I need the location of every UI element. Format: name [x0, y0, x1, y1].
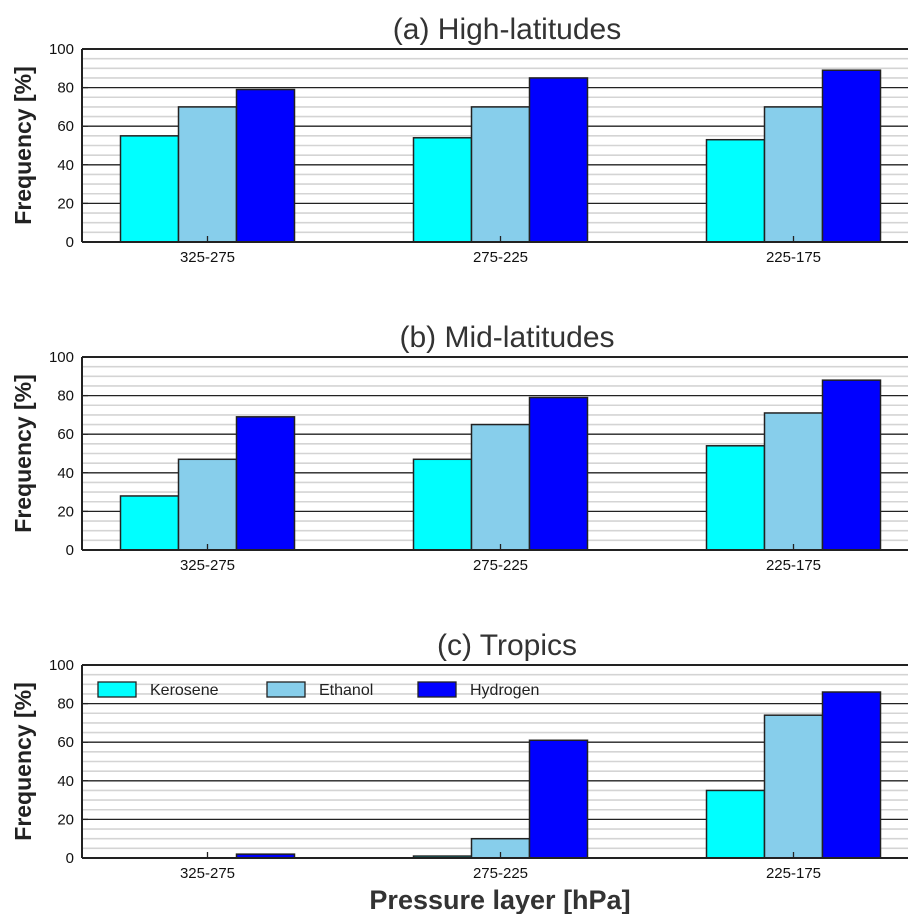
bar-hydrogen-225-175	[821, 69, 882, 243]
y-tick-label: 100	[49, 41, 74, 58]
x-tick-label: 275-225	[473, 865, 528, 882]
y-tick-label: 100	[49, 657, 74, 674]
bar-kerosene-325-275	[119, 495, 180, 551]
bar-hydrogen-275-225	[528, 77, 589, 243]
legend-label-ethanol: Ethanol	[319, 682, 373, 699]
legend-swatch-kerosene	[97, 681, 137, 698]
chart-title: (a) High-latitudes	[393, 13, 621, 46]
bar-ethanol-325-275	[177, 458, 238, 551]
bar-kerosene-275-225	[412, 458, 473, 551]
chart-panel-1: 0 20 40 60 80 100 325-275 275-225 225-175 (a) Hig…	[10, 13, 908, 266]
x-tick-label: 325-275	[180, 249, 235, 266]
chart-title: (b) Mid-latitudes	[399, 321, 614, 354]
bar-ethanol-275-225	[470, 423, 531, 551]
bar-hydrogen-225-175	[821, 379, 882, 551]
y-tick-label: 40	[57, 157, 74, 174]
bar-hydrogen-275-225	[528, 739, 589, 859]
x-tick-label: 275-225	[473, 557, 528, 574]
bar-ethanol-325-275	[177, 106, 238, 243]
y-tick-label: 20	[57, 811, 74, 828]
chart-title: (c) Tropics	[437, 629, 577, 662]
x-tick-label: 225-175	[766, 249, 821, 266]
y-axis-label: Frequency [%]	[10, 374, 36, 532]
bar-ethanol-225-175	[763, 714, 824, 859]
y-axis-label: Frequency [%]	[10, 682, 36, 840]
bar-kerosene-275-225	[412, 137, 473, 243]
bar-hydrogen-275-225	[528, 396, 589, 551]
y-tick-label: 40	[57, 773, 74, 790]
bar-ethanol-275-225	[470, 106, 531, 243]
chart-panel-3: 0 20 40 60 80 100 325-275 275-225 225-175 (c) Tro…	[10, 629, 908, 914]
legend-label-kerosene: Kerosene	[150, 682, 219, 699]
legend: Kerosene Ethanol Hydrogen	[97, 681, 539, 699]
x-tick-label: 325-275	[180, 557, 235, 574]
y-tick-label: 40	[57, 465, 74, 482]
y-tick-label: 20	[57, 503, 74, 520]
x-tick-label: 325-275	[180, 865, 235, 882]
bar-hydrogen-325-275	[235, 416, 296, 551]
x-tick-label: 225-175	[766, 865, 821, 882]
bar-ethanol-225-175	[763, 106, 824, 243]
x-tick-label: 275-225	[473, 249, 528, 266]
legend-label-hydrogen: Hydrogen	[470, 682, 539, 699]
bar-kerosene-325-275	[119, 135, 180, 243]
y-tick-label: 60	[57, 118, 74, 135]
y-tick-label: 0	[66, 542, 74, 559]
y-tick-label: 80	[57, 80, 74, 97]
y-tick-label: 80	[57, 388, 74, 405]
x-tick-label: 225-175	[766, 557, 821, 574]
x-axis-label: Pressure layer [hPa]	[369, 885, 630, 914]
legend-swatch-hydrogen	[417, 681, 457, 698]
bar-kerosene-225-175	[705, 789, 766, 859]
bar-hydrogen-225-175	[821, 691, 882, 859]
legend-swatch-ethanol	[266, 681, 306, 698]
y-tick-label: 100	[49, 349, 74, 366]
bar-hydrogen-325-275	[235, 88, 296, 243]
y-tick-label: 60	[57, 426, 74, 443]
bar-ethanol-225-175	[763, 412, 824, 551]
bar-kerosene-225-175	[705, 445, 766, 551]
y-tick-label: 0	[66, 850, 74, 867]
y-tick-label: 0	[66, 234, 74, 251]
y-axis-label: Frequency [%]	[10, 66, 36, 224]
y-tick-label: 60	[57, 734, 74, 751]
chart-panel-2: 0 20 40 60 80 100 325-275 275-225 225-175 (b) Mid…	[10, 321, 908, 574]
y-tick-label: 80	[57, 696, 74, 713]
y-tick-label: 20	[57, 195, 74, 212]
bar-kerosene-225-175	[705, 138, 766, 243]
